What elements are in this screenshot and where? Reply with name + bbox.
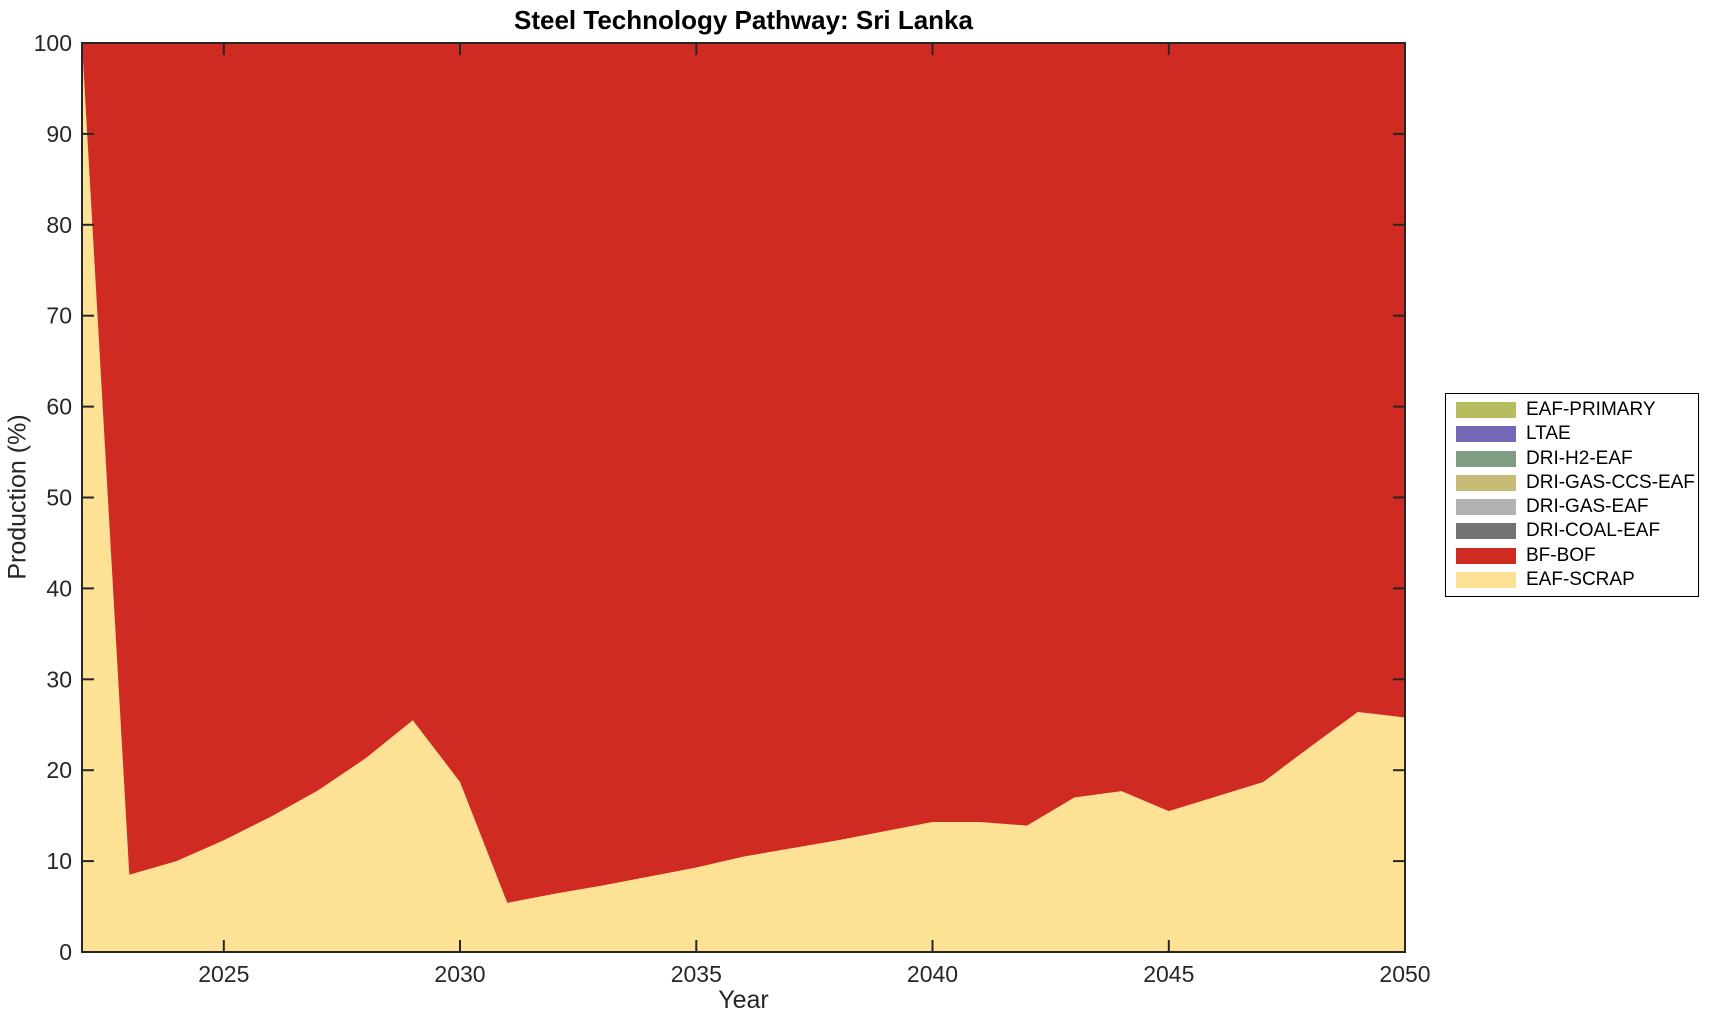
area-EAF-SCRAP bbox=[82, 43, 1405, 952]
x-tick-label: 2045 bbox=[1143, 961, 1194, 987]
x-tick-label: 2025 bbox=[198, 961, 249, 987]
y-axis-label: Production (%) bbox=[3, 414, 32, 580]
x-tick-label: 2035 bbox=[671, 961, 722, 987]
y-tick-label: 0 bbox=[59, 939, 72, 965]
legend-label: LTAE bbox=[1526, 423, 1571, 445]
legend-swatch-DRI-GAS-EAF bbox=[1456, 499, 1516, 516]
y-tick-label: 30 bbox=[46, 666, 72, 692]
legend-item-DRI-H2-EAF: DRI-H2-EAF bbox=[1456, 447, 1698, 471]
legend-swatch-DRI-H2-EAF bbox=[1456, 450, 1516, 467]
y-tick-label: 80 bbox=[46, 212, 72, 238]
legend-label: DRI-H2-EAF bbox=[1526, 447, 1633, 469]
legend-item-BF-BOF: BF-BOF bbox=[1456, 544, 1698, 568]
legend-swatch-BF-BOF bbox=[1456, 547, 1516, 564]
y-tick-label: 40 bbox=[46, 575, 72, 601]
y-tick-label: 50 bbox=[46, 485, 72, 511]
legend-item-DRI-GAS-CCS-EAF: DRI-GAS-CCS-EAF bbox=[1456, 471, 1698, 495]
legend-item-LTAE: LTAE bbox=[1456, 422, 1698, 446]
x-tick-label: 2040 bbox=[907, 961, 958, 987]
legend-label: EAF-SCRAP bbox=[1526, 568, 1635, 590]
legend-label: BF-BOF bbox=[1526, 544, 1596, 566]
x-tick-label: 2030 bbox=[434, 961, 485, 987]
chart-title: Steel Technology Pathway: Sri Lanka bbox=[514, 5, 973, 35]
legend-label: DRI-GAS-CCS-EAF bbox=[1526, 471, 1695, 493]
y-tick-label: 10 bbox=[46, 848, 72, 874]
legend-swatch-DRI-COAL-EAF bbox=[1456, 523, 1516, 540]
y-tick-label: 100 bbox=[34, 30, 72, 56]
legend-swatch-LTAE bbox=[1456, 426, 1516, 443]
legend-label: DRI-COAL-EAF bbox=[1526, 520, 1661, 542]
tick-labels: 2025 2030 2035 2040 2045 20500102030405060708… bbox=[34, 30, 1431, 987]
legend-swatch-EAF-SCRAP bbox=[1456, 571, 1516, 588]
plot-frame bbox=[81, 42, 1406, 953]
area-BF-BOF bbox=[82, 43, 1405, 903]
legend-swatch-DRI-GAS-CCS-EAF bbox=[1456, 474, 1516, 491]
legend-item-DRI-GAS-EAF: DRI-GAS-EAF bbox=[1456, 495, 1698, 519]
x-axis-label: Year bbox=[718, 986, 769, 1014]
legend-item-EAF-SCRAP: EAF-SCRAP bbox=[1456, 568, 1698, 592]
legend-label: DRI-GAS-EAF bbox=[1526, 496, 1649, 518]
y-tick-label: 60 bbox=[46, 394, 72, 420]
legend: EAF-PRIMARY LTAE DRI-H2-EAF DRI-GAS-CCS-EAF… bbox=[1445, 393, 1699, 597]
x-tick-label: 2050 bbox=[1379, 961, 1430, 987]
legend-label: EAF-PRIMARY bbox=[1526, 399, 1656, 421]
legend-item-EAF-PRIMARY: EAF-PRIMARY bbox=[1456, 398, 1698, 422]
legend-swatch-EAF-PRIMARY bbox=[1456, 402, 1516, 419]
y-tick-label: 20 bbox=[46, 757, 72, 783]
y-tick-label: 90 bbox=[46, 121, 72, 147]
y-tick-label: 70 bbox=[46, 303, 72, 329]
legend-item-DRI-COAL-EAF: DRI-COAL-EAF bbox=[1456, 519, 1698, 543]
